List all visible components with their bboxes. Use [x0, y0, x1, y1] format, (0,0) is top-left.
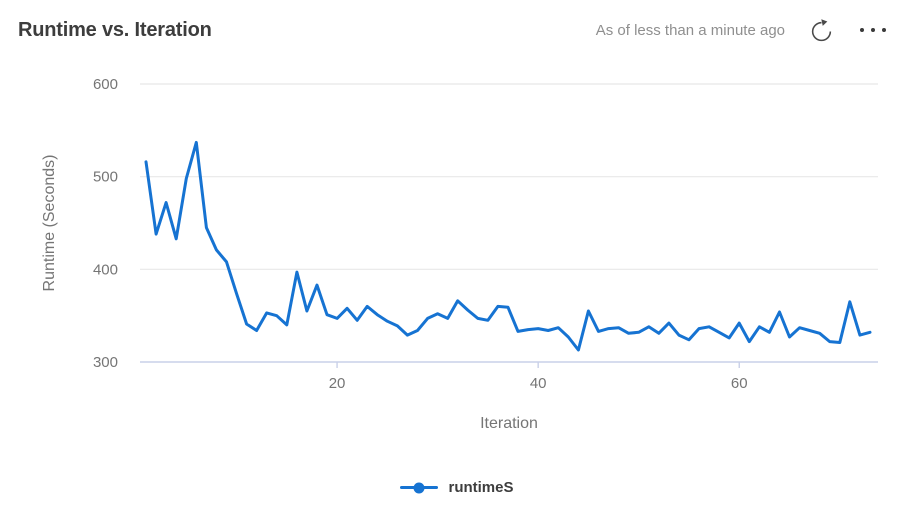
header-controls: As of less than a minute ago [596, 16, 888, 45]
refresh-button[interactable] [807, 16, 836, 45]
chart-header: Runtime vs. Iteration As of less than a … [18, 12, 888, 48]
y-tick-label: 300 [93, 354, 118, 371]
x-tick-label: 20 [329, 375, 346, 392]
x-tick-label: 40 [530, 375, 547, 392]
x-axis-title: Iteration [480, 415, 538, 432]
more-options-button[interactable] [858, 16, 888, 44]
ellipsis-icon [860, 18, 886, 42]
legend-item-runtimeS[interactable]: runtimeS [400, 479, 514, 496]
legend-label: runtimeS [448, 479, 514, 496]
legend: runtimeS [0, 479, 914, 496]
y-tick-label: 500 [93, 169, 118, 186]
y-tick-label: 400 [93, 261, 118, 278]
chart-title: Runtime vs. Iteration [18, 18, 212, 41]
x-tick-label: 60 [731, 375, 748, 392]
series-line-runtimeS[interactable] [144, 140, 872, 352]
y-axis-title: Runtime (Seconds) [41, 154, 58, 292]
y-tick-label: 600 [93, 76, 118, 93]
refresh-icon [811, 18, 832, 41]
legend-marker-icon [400, 481, 439, 494]
freshness-label: As of less than a minute ago [595, 21, 785, 39]
